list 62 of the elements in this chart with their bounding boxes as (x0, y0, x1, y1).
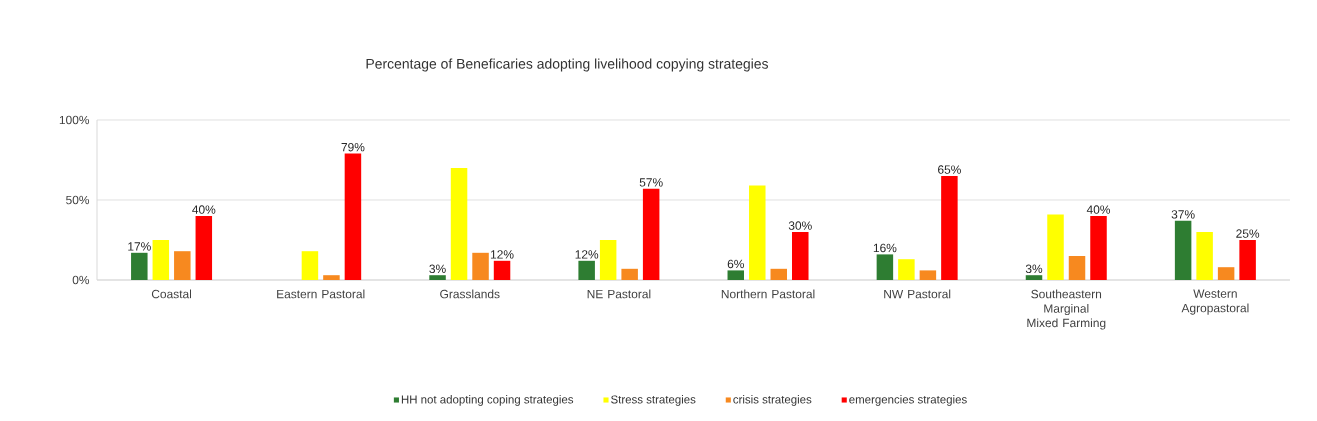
bar (450, 168, 468, 280)
legend-label: HH not adopting coping strategies (401, 395, 574, 406)
bar (727, 270, 745, 280)
y-tick-label: 50% (66, 195, 90, 205)
legend-label: Stress strategies (611, 395, 696, 406)
data-label: 17% (128, 242, 151, 251)
data-label: 16% (873, 243, 897, 253)
bar (919, 270, 937, 280)
bar (599, 240, 617, 280)
bar (195, 216, 213, 280)
bar (131, 252, 148, 280)
x-tick-label: Eastern Pastoral (277, 289, 365, 299)
x-tick-label: Northern Pastoral (721, 289, 815, 299)
chart-title: Percentage of Beneficaries adopting livelihood copying strategies (366, 58, 769, 72)
bar (1090, 216, 1107, 280)
data-label: 40% (1086, 205, 1111, 214)
x-tick-label: Southeastern Marginal Mixed Farming (1027, 289, 1106, 330)
bar (1217, 267, 1235, 280)
bar (1174, 220, 1192, 280)
bar (876, 254, 894, 280)
data-label: 12% (575, 250, 599, 259)
bar (621, 268, 638, 280)
bar (344, 153, 362, 280)
bar (941, 176, 958, 280)
legend-label: emergencies strategies (849, 395, 967, 406)
bar (323, 275, 340, 280)
y-tick-label: 100% (59, 115, 90, 125)
data-label: 79% (341, 142, 365, 152)
bar (301, 251, 319, 280)
data-label: 65% (938, 165, 961, 174)
x-tick-label: NW Pastoral (884, 289, 951, 299)
data-label: 30% (788, 221, 812, 230)
bar (642, 188, 660, 280)
data-label: 3% (429, 264, 446, 273)
data-label: 37% (1171, 210, 1195, 219)
data-label: 57% (639, 178, 663, 187)
bar (1068, 256, 1086, 280)
data-label: 6% (727, 259, 744, 269)
legend-label: crisis strategies (733, 395, 812, 406)
bar (792, 232, 809, 280)
x-tick-label: Grasslands (440, 289, 500, 299)
bar (770, 268, 788, 280)
data-label: 12% (490, 250, 514, 259)
data-label: 3% (1025, 264, 1043, 273)
x-tick-label: NE Pastoral (587, 289, 651, 299)
bar (898, 259, 915, 280)
bar (174, 251, 191, 280)
bar (1025, 275, 1043, 280)
bar (1196, 232, 1213, 280)
x-tick-label: Western Agropastoral (1181, 289, 1249, 315)
bar (1047, 214, 1064, 280)
bar (472, 252, 489, 280)
data-label: 25% (1236, 229, 1260, 238)
data-label: 40% (192, 205, 216, 214)
bar (578, 260, 595, 280)
bar (493, 260, 511, 280)
bar (1239, 240, 1256, 280)
bar (429, 275, 446, 280)
bar (749, 185, 766, 280)
x-tick-label: Coastal (151, 289, 192, 299)
bar (152, 240, 170, 280)
y-tick-label: 0% (72, 275, 90, 285)
